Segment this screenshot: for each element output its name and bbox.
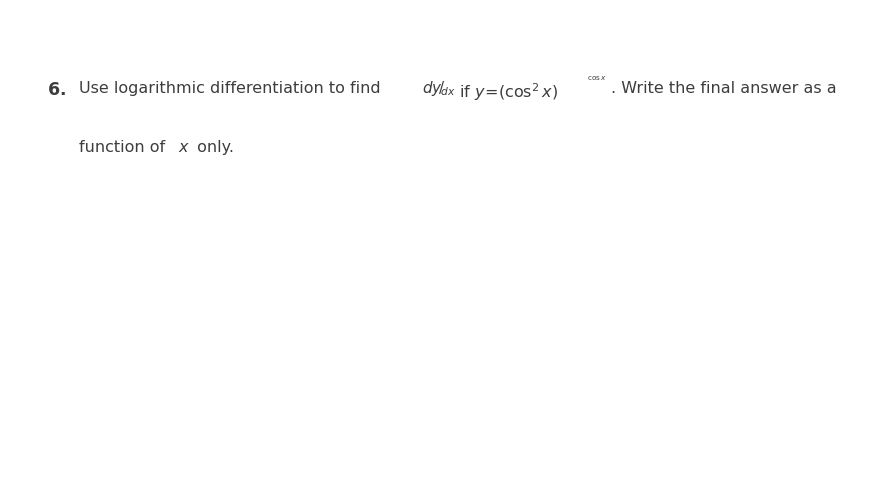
Text: $x$: $x$ xyxy=(178,140,191,155)
Text: . Write the final answer as a: . Write the final answer as a xyxy=(610,81,836,96)
Text: $\mathbf{6.}$: $\mathbf{6.}$ xyxy=(47,81,65,99)
Text: Use logarithmic differentiation to find: Use logarithmic differentiation to find xyxy=(79,81,385,96)
Text: if $y\!=\!(\cos^2 x)$: if $y\!=\!(\cos^2 x)$ xyxy=(453,81,557,103)
Text: $\mathit{dy}\!/\!_{\mathit{dx}}$: $\mathit{dy}\!/\!_{\mathit{dx}}$ xyxy=(421,79,456,98)
Text: only.: only. xyxy=(191,140,234,155)
Text: $^{\mathrm{cos}\,x}$: $^{\mathrm{cos}\,x}$ xyxy=(587,75,607,85)
Text: function of: function of xyxy=(79,140,170,155)
